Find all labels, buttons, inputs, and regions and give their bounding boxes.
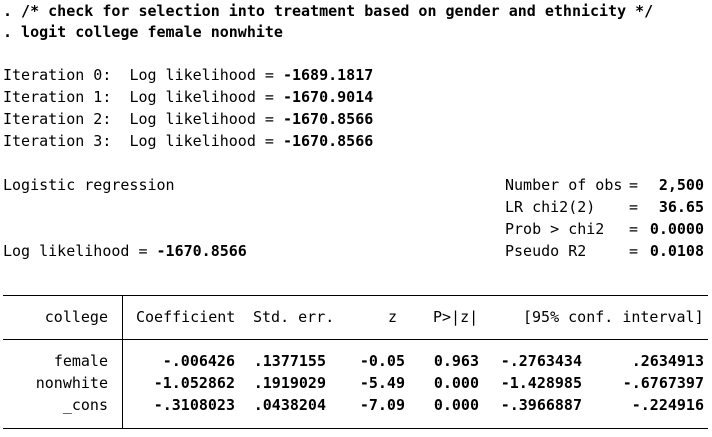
table-divider	[122, 295, 123, 429]
table-cell-coef: -.3108023	[153, 396, 235, 414]
table-cell-coef: -.006426	[162, 352, 235, 370]
stat-label: LR chi2(2)	[505, 198, 596, 216]
table-cell-p: 0.000	[433, 374, 479, 392]
stat-eq: =	[629, 220, 639, 238]
stat-eq: =	[629, 242, 639, 260]
iteration-text: Log likelihood =	[129, 88, 274, 106]
iteration-text: Log likelihood =	[129, 110, 274, 128]
iteration-line: Iteration 2: Log likelihood = -1670.8566	[3, 108, 373, 130]
table-row-name: female	[53, 352, 108, 370]
stat-label: Pseudo R2	[505, 242, 587, 260]
loglik-value: -1670.8566	[156, 242, 247, 260]
stat-value: 0.0000	[649, 220, 704, 238]
col-header-coef: Coefficient	[136, 308, 236, 326]
col-header-p: P>|z|	[433, 308, 479, 326]
table-cell-ci-lo: -.3966887	[500, 396, 582, 414]
iteration-text: Log likelihood =	[129, 132, 274, 150]
table-cell-se: .1377155	[253, 352, 326, 370]
iteration-label: Iteration 3:	[3, 132, 112, 150]
col-header-z: z	[388, 308, 398, 326]
table-cell-se: .1919029	[253, 374, 326, 392]
table-top-rule	[3, 295, 708, 296]
table-cell-se: .0438204	[253, 396, 326, 414]
stat-eq: =	[629, 198, 639, 216]
table-cell-coef: -1.052862	[153, 374, 235, 392]
iteration-value: -1689.1817	[282, 66, 374, 84]
command-logit: . logit college female nonwhite	[3, 23, 283, 41]
stat-eq: =	[629, 176, 639, 194]
table-cell-ci-lo: -1.428985	[500, 374, 582, 392]
table-bottom-rule	[3, 428, 708, 429]
table-cell-ci-hi: -.224916	[631, 396, 704, 414]
table-row-name: _cons	[62, 396, 108, 414]
iteration-value: -1670.8566	[282, 132, 374, 150]
table-row-name: nonwhite	[35, 374, 108, 392]
col-header-se: Std. err.	[253, 308, 335, 326]
command-comment: . /* check for selection into treatment …	[3, 2, 654, 20]
iteration-text: Log likelihood =	[129, 66, 274, 84]
stat-label: Number of obs	[505, 176, 623, 194]
table-depvar: college	[44, 308, 108, 326]
table-cell-p: 0.000	[433, 396, 479, 414]
table-cell-p: 0.963	[433, 352, 479, 370]
iteration-value: -1670.8566	[282, 110, 374, 128]
table-cell-z: -7.09	[359, 396, 405, 414]
model-loglik: Log likelihood = -1670.8566	[3, 240, 247, 262]
iteration-line: Iteration 1: Log likelihood = -1670.9014	[3, 86, 373, 108]
iteration-label: Iteration 0:	[3, 66, 112, 84]
iteration-label: Iteration 1:	[3, 88, 112, 106]
iteration-label: Iteration 2:	[3, 110, 112, 128]
iteration-line: Iteration 3: Log likelihood = -1670.8566	[3, 130, 373, 152]
col-header-ci: [95% conf. interval]	[523, 308, 704, 326]
table-cell-z: -0.05	[359, 352, 405, 370]
table-cell-ci-hi: -.6767397	[622, 374, 704, 392]
table-header-rule	[3, 339, 708, 340]
table-cell-ci-hi: .2634913	[631, 352, 704, 370]
loglik-label: Log likelihood =	[3, 242, 148, 260]
table-cell-ci-lo: -.2763434	[500, 352, 582, 370]
stat-value: 2,500	[658, 176, 704, 194]
stat-label: Prob > chi2	[505, 220, 605, 238]
stat-value: 36.65	[658, 198, 704, 216]
table-cell-z: -5.49	[359, 374, 405, 392]
model-title: Logistic regression	[3, 176, 175, 194]
iteration-value: -1670.9014	[282, 88, 374, 106]
stat-value: 0.0108	[649, 242, 704, 260]
iteration-line: Iteration 0: Log likelihood = -1689.1817	[3, 64, 373, 86]
